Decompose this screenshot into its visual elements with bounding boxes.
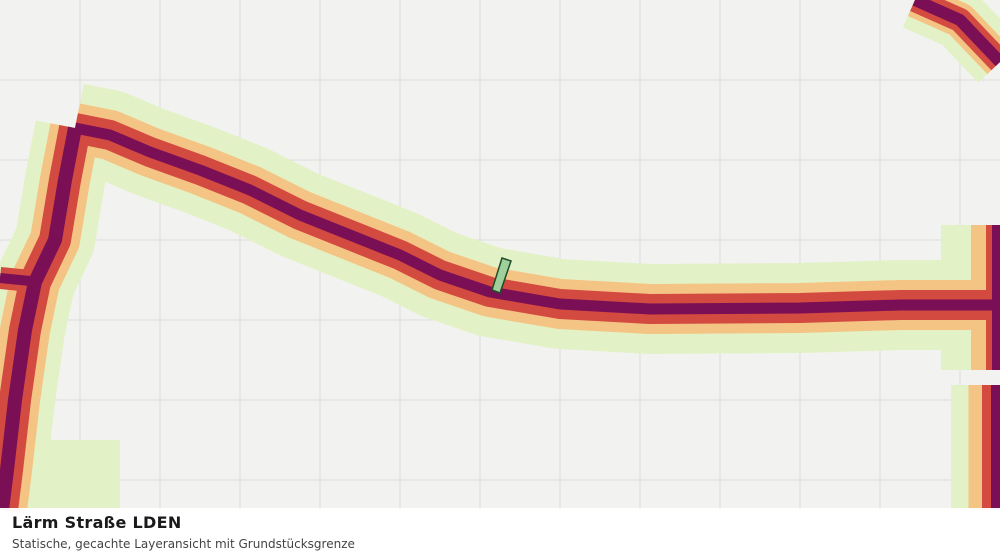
map-subtitle: Statische, gecachte Layeransicht mit Gru… (12, 537, 355, 551)
map-title: Lärm Straße LDEN (12, 513, 182, 532)
noise-zone-low (0, 0, 1000, 510)
caption: Lärm Straße LDEN Statische, gecachte Lay… (0, 508, 1000, 560)
parcel-boundary (491, 257, 512, 294)
